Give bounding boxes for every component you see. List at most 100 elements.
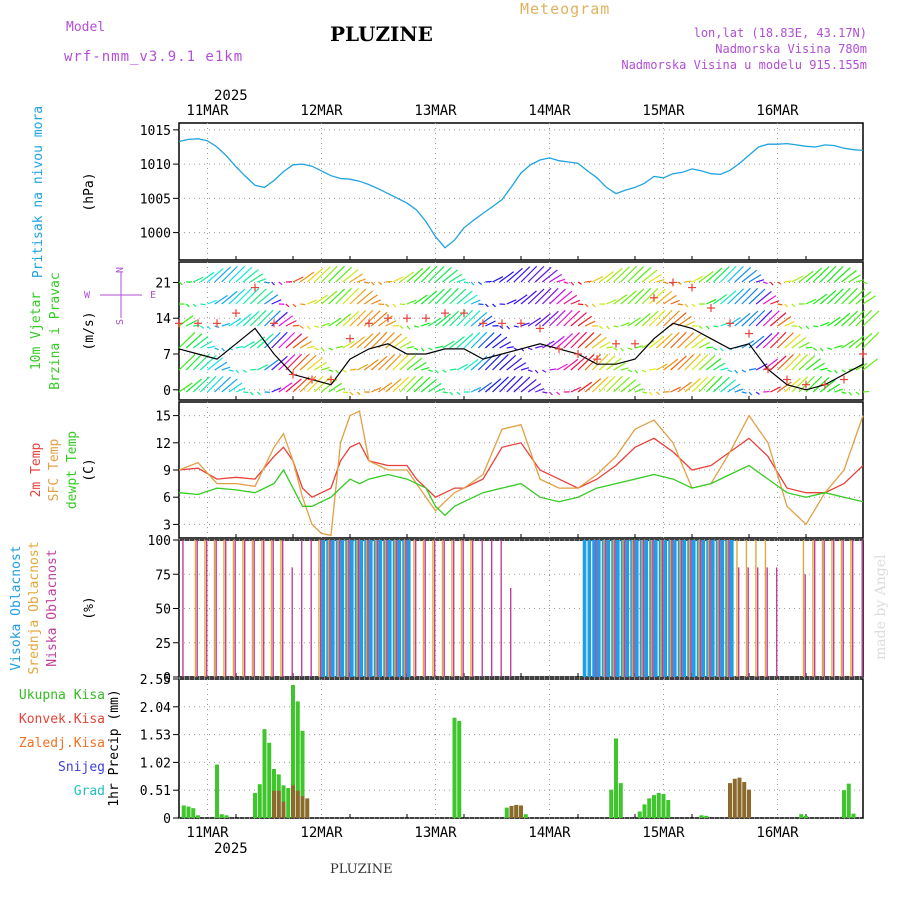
wind-barb [805, 346, 813, 349]
cloud-bar-low [690, 540, 692, 677]
wind-barb [349, 336, 366, 349]
wind-barb [178, 382, 193, 393]
wind-barb [399, 375, 417, 393]
wind-barb [670, 331, 687, 349]
wind-barb [784, 321, 795, 327]
wind-barb [706, 346, 714, 349]
wind-barb [663, 310, 680, 327]
cloud-bar-low [861, 540, 863, 677]
wind-barb [606, 375, 623, 393]
wind-barb [200, 325, 205, 329]
wind-barb [285, 333, 303, 349]
wind-barb [670, 355, 687, 371]
wind-barb [435, 387, 445, 393]
wind-barb [242, 310, 260, 327]
cloud-bar-low [652, 540, 654, 677]
wind-barb [549, 273, 563, 283]
temp-axis-title-2: dewpt Temp [65, 431, 80, 509]
wind-barb [321, 265, 338, 283]
wind-barb [670, 386, 682, 393]
cloud-bar-mid [850, 540, 852, 677]
temp-unit: (C) [82, 458, 97, 481]
wind-barb [698, 355, 716, 371]
wind-barb [420, 378, 437, 393]
wind-barb [207, 268, 224, 283]
wind-barb [242, 341, 255, 349]
wind-barb [656, 278, 665, 283]
wind-barb [798, 341, 810, 349]
precip-legend-0: Ukupna Kisa [19, 688, 105, 703]
wind-barb [563, 332, 581, 349]
wind-barb [506, 357, 523, 371]
y-tick-label: 1015 [140, 124, 171, 139]
cloud-bar-mid [213, 540, 216, 677]
wind-barb [499, 355, 517, 371]
wind-barb [221, 322, 231, 327]
wind-barb [235, 369, 240, 374]
cloud-bar-high [663, 540, 668, 677]
wind-barb [812, 266, 830, 283]
wind-barb [306, 375, 324, 393]
wind-barb [748, 309, 766, 327]
wind-barb [192, 336, 209, 349]
y-tick-label: 7 [163, 348, 171, 363]
wind-barb [598, 375, 616, 393]
precip-bar-Konvek.Kisa [276, 790, 281, 818]
compass-n: N [115, 267, 126, 273]
wind-barb [235, 266, 253, 283]
cloud-bar-mid [679, 540, 681, 677]
precip-bar-Ukupna Kisa [286, 788, 291, 818]
cloud-bar-mid [764, 540, 767, 677]
temp-axis-title-1: SFC Temp [47, 439, 62, 502]
wind-barb [292, 336, 308, 349]
cloud-bar-low [728, 540, 730, 677]
day-label-top: 15MAR [642, 103, 685, 119]
cloud-bar-low [244, 540, 246, 677]
wind-barb [769, 312, 787, 327]
precip-bar-Konvek.Kisa [305, 798, 310, 818]
wind-barb [670, 299, 680, 305]
cloud-bar-low [377, 540, 379, 677]
wind-barb [299, 340, 312, 349]
wind-barb [620, 367, 629, 371]
cloud-bar-low [443, 540, 445, 677]
wind-barb [214, 376, 232, 393]
cloud-bar-low [339, 540, 341, 677]
wind-barb [805, 267, 823, 283]
wind-barb [627, 288, 645, 305]
precip-bar-Konvek.Kisa [742, 782, 747, 818]
wind-barb [499, 325, 504, 330]
day-label-bottom: 16MAR [756, 825, 799, 841]
wind-barb [748, 368, 757, 371]
wind-barb [841, 339, 855, 349]
wind-barb [399, 271, 415, 283]
cloud-bar-mid [840, 540, 843, 677]
wind-barb [577, 315, 593, 327]
wind-barb [691, 336, 707, 349]
wind-barb [677, 354, 695, 371]
wind-barb [235, 287, 253, 305]
wind-barb [249, 391, 254, 396]
wind-barb [328, 317, 342, 327]
wind-barb [741, 269, 758, 283]
wind-barb [385, 303, 390, 308]
wind-barb [770, 300, 780, 305]
wind-barb [613, 325, 619, 328]
wind-barb [370, 311, 388, 327]
wind-barb [299, 354, 317, 371]
wind-barb [577, 354, 595, 371]
cloud-bar-mid [650, 540, 653, 677]
wind-barb [591, 275, 604, 283]
wind-barb [534, 287, 552, 305]
wind-barb [627, 317, 641, 327]
compass-s: S [115, 319, 126, 325]
cloud-bar-mid [470, 540, 472, 677]
cloud-bar-high [644, 540, 649, 677]
wind-barb [819, 290, 837, 305]
precip-bar-Ukupna Kisa [262, 729, 267, 818]
wind-barb [406, 325, 411, 330]
wind-barb [777, 303, 783, 306]
wind-barb [819, 347, 824, 352]
wind-barb [328, 382, 342, 393]
precip-bar-Ukupna Kisa [614, 738, 618, 818]
